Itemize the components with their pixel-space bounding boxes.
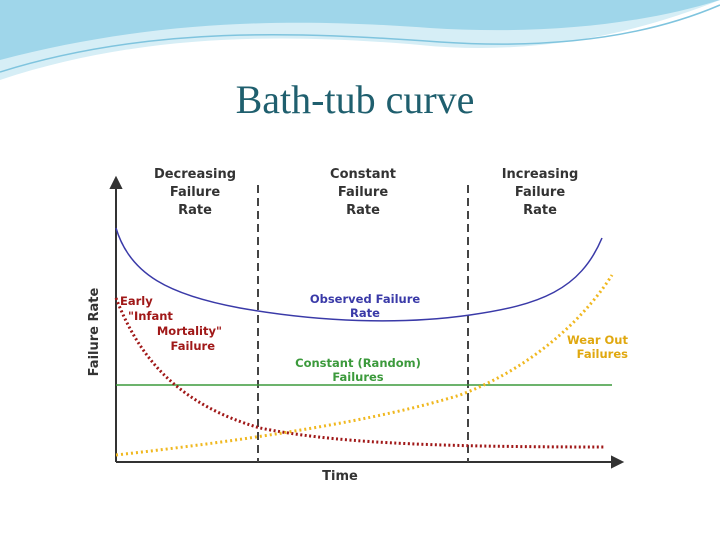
header-line <box>0 4 720 73</box>
wearout-curve <box>115 274 614 457</box>
early-label: "Infant <box>128 309 173 323</box>
observed-label: Observed Failure <box>310 292 421 306</box>
slide-title: Bath-tub curve <box>236 77 475 122</box>
arrow <box>109 175 123 189</box>
phase-label: Failure <box>170 185 220 200</box>
y-axis-label: Failure Rate <box>87 288 102 377</box>
wearout-label: Failures <box>577 347 628 361</box>
x-axis-label: Time <box>322 469 358 484</box>
wearout-label: Wear Out <box>567 333 628 347</box>
constant-label: Constant (Random) <box>295 356 421 370</box>
early-label: Early <box>120 294 153 308</box>
phase-label: Failure <box>515 185 565 200</box>
phase-label: Failure <box>338 185 388 200</box>
phase-label: Decreasing <box>154 167 236 182</box>
early-label: Failure <box>171 339 216 353</box>
phase-label: Rate <box>346 203 380 218</box>
header-wave <box>0 0 720 60</box>
arrow <box>611 455 625 469</box>
phase-label: Rate <box>178 203 212 218</box>
early-label: Mortality" <box>157 324 222 338</box>
early-curve <box>114 297 606 449</box>
phase-label: Rate <box>523 203 557 218</box>
phase-label: Increasing <box>502 167 579 182</box>
observed-label: Rate <box>350 306 380 320</box>
phase-label: Constant <box>330 167 396 182</box>
constant-label: Failures <box>332 370 383 384</box>
observed-curve <box>115 227 603 322</box>
